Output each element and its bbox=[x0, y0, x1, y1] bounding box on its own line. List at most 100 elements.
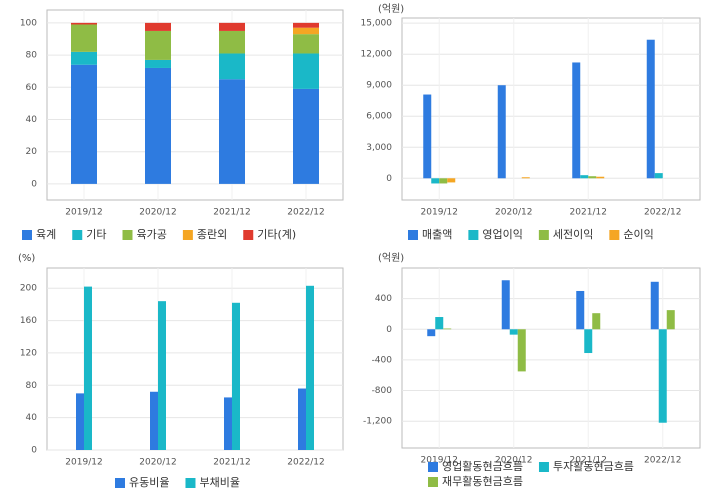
y-tick-label: 80 bbox=[26, 51, 38, 61]
y-tick-label: 80 bbox=[26, 381, 38, 391]
unit-label: (억원) bbox=[378, 252, 404, 264]
legend-label: 부채비율 bbox=[199, 476, 239, 489]
plot-frame bbox=[401, 17, 701, 201]
x-tick-label: 2021/12 bbox=[570, 208, 607, 218]
bar-segment bbox=[219, 79, 245, 184]
legend-swatch bbox=[185, 478, 196, 488]
x-tick-label: 2019/12 bbox=[421, 456, 458, 466]
bar-segment bbox=[71, 22, 97, 25]
bar bbox=[427, 329, 436, 337]
bar bbox=[666, 310, 675, 330]
x-tick-label: 2020/12 bbox=[495, 208, 532, 218]
bar bbox=[298, 388, 306, 450]
bar bbox=[509, 329, 518, 335]
legend-label: 순이익 bbox=[623, 228, 653, 241]
bar bbox=[596, 176, 605, 179]
bar-segment bbox=[293, 34, 319, 54]
y-tick-label: 400 bbox=[375, 294, 392, 304]
plot-frame bbox=[401, 267, 701, 449]
bar-segment bbox=[145, 67, 171, 184]
legend-label: 영업이익 bbox=[482, 228, 522, 241]
bar bbox=[580, 175, 589, 179]
bar-segment bbox=[293, 53, 319, 89]
legend-label: 영업활동현금흐름 bbox=[442, 459, 523, 473]
y-tick-label: 3,000 bbox=[366, 143, 392, 153]
bar bbox=[658, 329, 667, 423]
bar bbox=[588, 176, 597, 179]
y-tick-label: -400 bbox=[372, 355, 393, 365]
y-tick-label: 9,000 bbox=[366, 81, 392, 91]
x-tick-label: 2021/12 bbox=[213, 458, 250, 468]
bar bbox=[592, 313, 601, 330]
bar bbox=[443, 328, 452, 330]
legend-label: 육계 bbox=[36, 228, 56, 241]
unit-label: (억원) bbox=[378, 3, 404, 15]
legend-swatch bbox=[538, 462, 549, 472]
bar-segment bbox=[219, 30, 245, 54]
bar bbox=[423, 94, 432, 179]
x-tick-label: 2020/12 bbox=[495, 456, 532, 466]
bar-segment bbox=[145, 59, 171, 68]
legend-label: 기타(계) bbox=[257, 228, 296, 241]
bar bbox=[76, 393, 84, 450]
x-tick-label: 2019/12 bbox=[65, 458, 102, 468]
y-tick-label: 15,000 bbox=[361, 19, 393, 29]
bar-segment bbox=[293, 22, 319, 28]
y-tick-label: 160 bbox=[20, 316, 37, 326]
y-tick-label: 120 bbox=[20, 348, 37, 358]
y-tick-label: 0 bbox=[386, 174, 392, 184]
legend-label: 종란외 bbox=[197, 228, 227, 241]
bar bbox=[232, 302, 240, 450]
y-tick-label: 60 bbox=[26, 83, 38, 93]
bar bbox=[521, 177, 530, 179]
bar-segment bbox=[145, 30, 171, 60]
x-tick-label: 2022/12 bbox=[644, 456, 681, 466]
bar bbox=[572, 62, 581, 179]
legend-swatch bbox=[468, 230, 479, 240]
legend-swatch bbox=[22, 230, 32, 240]
legend-swatch bbox=[122, 230, 133, 240]
legend-label: 유동비율 bbox=[129, 476, 169, 489]
bar bbox=[84, 286, 92, 450]
bar bbox=[224, 397, 232, 450]
bar bbox=[439, 178, 448, 184]
bar bbox=[501, 280, 510, 330]
bar bbox=[576, 290, 585, 330]
bar-segment bbox=[71, 64, 97, 184]
y-tick-label: 200 bbox=[20, 284, 37, 294]
bar bbox=[650, 281, 659, 330]
y-tick-label: 12,000 bbox=[361, 50, 393, 60]
legend-label: 세전이익 bbox=[553, 228, 593, 241]
x-tick-label: 2021/12 bbox=[213, 208, 250, 218]
legend-swatch bbox=[408, 230, 418, 240]
x-tick-label: 2019/12 bbox=[421, 208, 458, 218]
x-tick-label: 2022/12 bbox=[644, 208, 681, 218]
y-tick-label: -1,200 bbox=[363, 417, 392, 427]
legend-label: 육가공 bbox=[137, 228, 167, 241]
bar-segment bbox=[293, 27, 319, 35]
bar bbox=[435, 317, 444, 330]
y-tick-label: 40 bbox=[26, 413, 38, 423]
y-tick-label: -800 bbox=[372, 386, 393, 396]
legend-swatch bbox=[243, 230, 254, 240]
x-tick-label: 2021/12 bbox=[570, 456, 607, 466]
y-tick-label: 6,000 bbox=[366, 112, 392, 122]
bar-segment bbox=[219, 22, 245, 31]
y-tick-label: 0 bbox=[386, 325, 392, 335]
bar-segment bbox=[71, 24, 97, 52]
legend-swatch bbox=[538, 230, 549, 240]
bar bbox=[158, 301, 166, 450]
legend-swatch bbox=[182, 230, 193, 240]
bar-segment bbox=[219, 53, 245, 80]
y-tick-label: 40 bbox=[26, 115, 38, 125]
legend-swatch bbox=[72, 230, 83, 240]
bar-segment bbox=[293, 88, 319, 184]
legend-label: 매출액 bbox=[422, 228, 452, 241]
bar bbox=[447, 178, 456, 183]
y-tick-label: 0 bbox=[31, 179, 37, 189]
bar bbox=[431, 178, 440, 184]
x-tick-label: 2020/12 bbox=[139, 208, 176, 218]
unit-label: (%) bbox=[18, 253, 35, 264]
legend-swatch bbox=[428, 477, 438, 487]
